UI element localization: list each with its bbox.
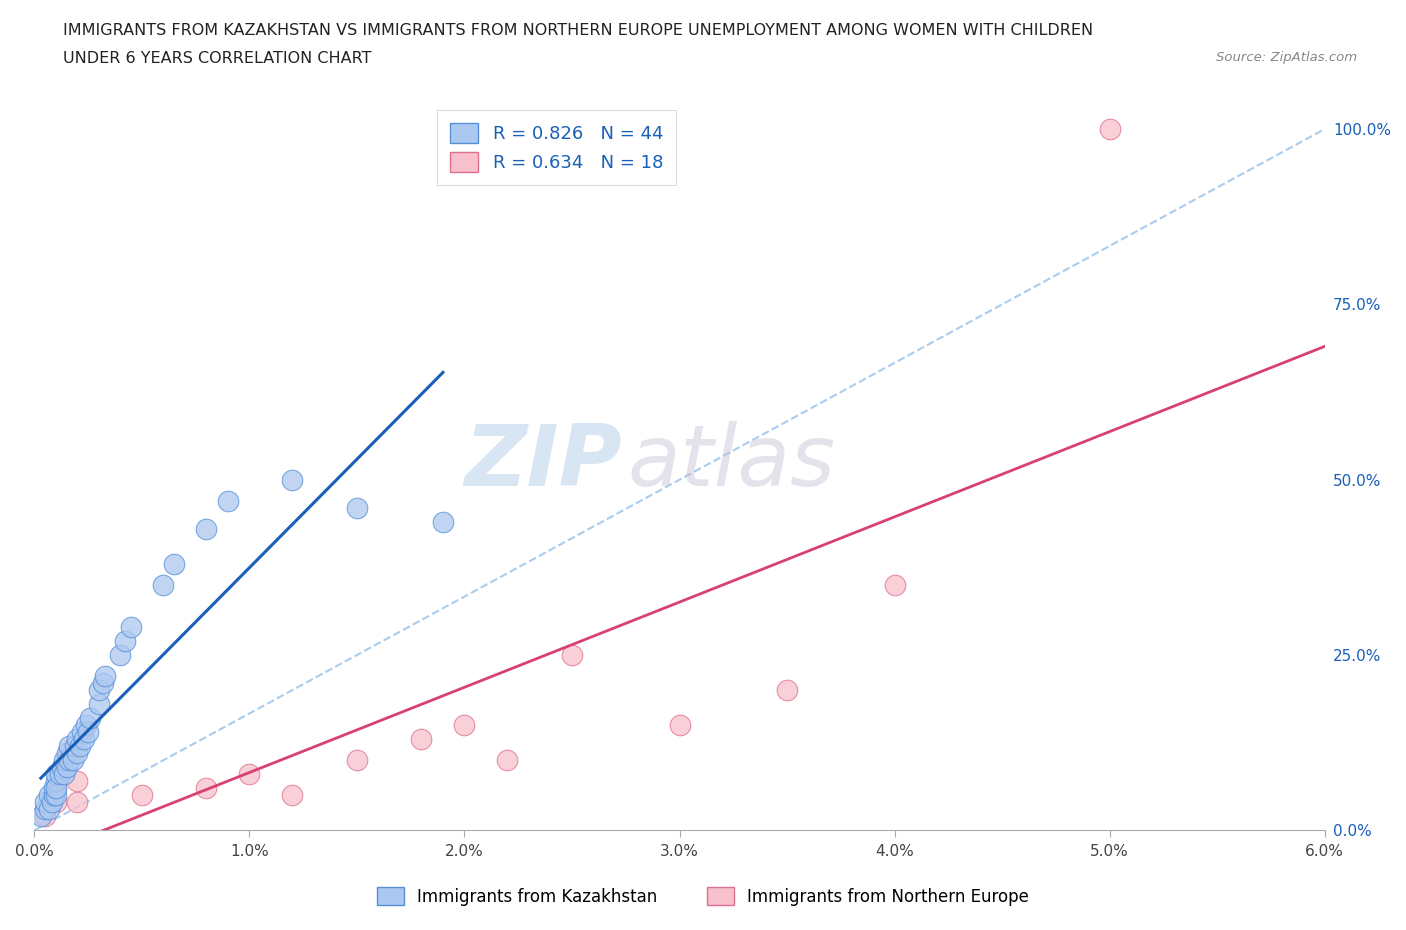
Point xyxy=(42,781,65,796)
Text: IMMIGRANTS FROM KAZAKHSTAN VS IMMIGRANTS FROM NORTHERN EUROPE UNEMPLOYMENT AMONG: IMMIGRANTS FROM KAZAKHSTAN VS IMMIGRANTS… xyxy=(63,23,1094,38)
Point xyxy=(55,746,77,761)
Point xyxy=(87,697,110,711)
Point xyxy=(66,732,89,747)
Point xyxy=(776,683,799,698)
Point xyxy=(152,578,174,592)
Point xyxy=(53,752,76,767)
Point xyxy=(87,683,110,698)
Point xyxy=(94,669,117,684)
Point xyxy=(496,752,519,767)
Point xyxy=(131,788,153,803)
Point xyxy=(163,556,186,571)
Point xyxy=(114,633,136,648)
Point xyxy=(91,675,114,690)
Point xyxy=(34,809,56,824)
Point xyxy=(66,774,89,789)
Point xyxy=(45,781,67,796)
Point xyxy=(120,619,142,634)
Point xyxy=(1098,122,1121,137)
Point xyxy=(195,522,218,537)
Point xyxy=(883,578,905,592)
Point xyxy=(65,738,87,753)
Point xyxy=(66,746,89,761)
Point xyxy=(281,788,304,803)
Text: ZIP: ZIP xyxy=(464,420,621,504)
Point xyxy=(45,781,67,796)
Point xyxy=(30,809,52,824)
Point xyxy=(42,788,65,803)
Point xyxy=(77,724,100,739)
Text: atlas: atlas xyxy=(628,420,837,504)
Point xyxy=(38,802,60,817)
Point xyxy=(58,752,80,767)
Point xyxy=(195,781,218,796)
Point xyxy=(34,802,56,817)
Point xyxy=(238,766,260,781)
Legend: Immigrants from Kazakhstan, Immigrants from Northern Europe: Immigrants from Kazakhstan, Immigrants f… xyxy=(370,881,1036,912)
Point xyxy=(49,766,72,781)
Point xyxy=(561,647,583,662)
Point xyxy=(281,472,304,487)
Point xyxy=(53,766,76,781)
Point xyxy=(58,738,80,753)
Point xyxy=(45,766,67,781)
Point xyxy=(66,795,89,810)
Point xyxy=(34,795,56,810)
Point xyxy=(45,795,67,810)
Point xyxy=(217,493,239,508)
Point xyxy=(69,738,91,753)
Text: UNDER 6 YEARS CORRELATION CHART: UNDER 6 YEARS CORRELATION CHART xyxy=(63,51,371,66)
Point xyxy=(38,788,60,803)
Point xyxy=(73,732,96,747)
Point xyxy=(45,788,67,803)
Point xyxy=(346,752,368,767)
Point xyxy=(411,732,433,747)
Point xyxy=(110,647,132,662)
Point xyxy=(62,752,84,767)
Text: Source: ZipAtlas.com: Source: ZipAtlas.com xyxy=(1216,51,1357,64)
Point xyxy=(668,718,690,733)
Legend: R = 0.826   N = 44, R = 0.634   N = 18: R = 0.826 N = 44, R = 0.634 N = 18 xyxy=(437,111,676,184)
Point xyxy=(70,724,93,739)
Point xyxy=(453,718,475,733)
Point xyxy=(432,514,454,529)
Point xyxy=(41,795,63,810)
Point xyxy=(45,774,67,789)
Point xyxy=(55,760,77,775)
Point xyxy=(75,718,97,733)
Point xyxy=(51,760,73,775)
Point xyxy=(79,711,101,725)
Point xyxy=(346,500,368,515)
